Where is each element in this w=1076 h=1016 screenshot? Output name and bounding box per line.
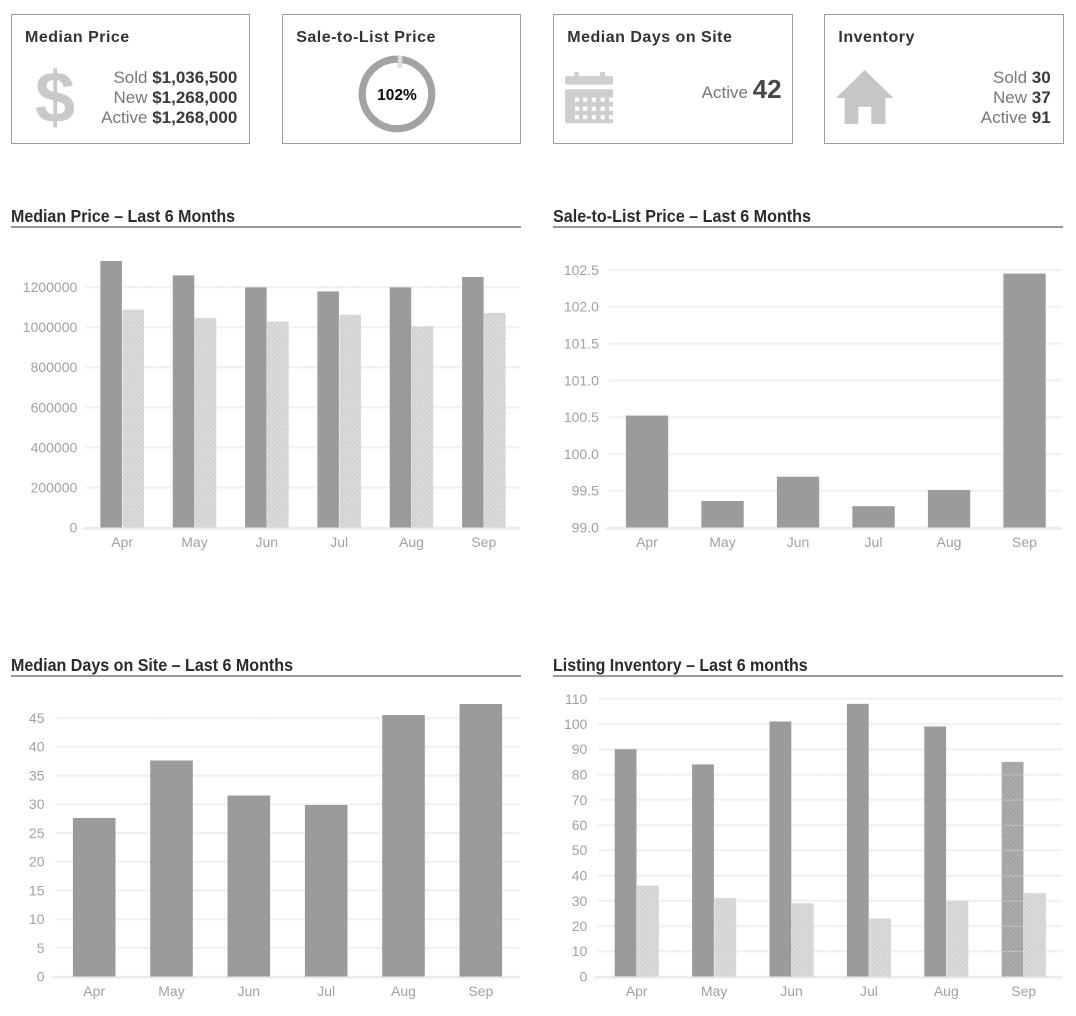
svg-text:400000: 400000 — [31, 439, 78, 455]
svg-text:102.5: 102.5 — [564, 262, 599, 278]
svg-text:May: May — [181, 534, 207, 550]
svg-text:Apr: Apr — [111, 534, 133, 550]
svg-text:1000000: 1000000 — [23, 319, 78, 335]
svg-text:100.5: 100.5 — [564, 409, 599, 425]
svg-text:10: 10 — [29, 911, 45, 927]
svg-text:Apr: Apr — [83, 983, 105, 999]
svg-text:45: 45 — [29, 710, 45, 726]
svg-text:200000: 200000 — [31, 479, 78, 495]
svg-text:10: 10 — [572, 943, 588, 959]
svg-text:Jul: Jul — [317, 983, 335, 999]
svg-text:80: 80 — [572, 767, 588, 783]
svg-text:102.0: 102.0 — [564, 299, 599, 315]
svg-text:800000: 800000 — [31, 359, 78, 375]
svg-text:May: May — [701, 983, 727, 999]
svg-text:20: 20 — [572, 918, 588, 934]
svg-text:May: May — [158, 983, 184, 999]
svg-text:5: 5 — [37, 940, 45, 956]
svg-text:Sep: Sep — [471, 534, 496, 550]
svg-text:102%: 102% — [377, 87, 417, 104]
svg-text:Jun: Jun — [238, 983, 261, 999]
svg-text:Apr: Apr — [636, 534, 658, 550]
svg-text:Jun: Jun — [780, 983, 803, 999]
svg-text:0: 0 — [70, 520, 78, 536]
svg-text:Jun: Jun — [787, 534, 810, 550]
svg-text:0: 0 — [580, 969, 588, 985]
svg-text:60: 60 — [572, 817, 588, 833]
svg-text:40: 40 — [572, 868, 588, 884]
svg-text:30: 30 — [29, 796, 45, 812]
svg-text:Jul: Jul — [865, 534, 883, 550]
svg-text:20: 20 — [29, 854, 45, 870]
svg-text:99.5: 99.5 — [572, 483, 599, 499]
svg-text:Jun: Jun — [256, 534, 279, 550]
svg-text:Aug: Aug — [391, 983, 416, 999]
svg-text:Aug: Aug — [399, 534, 424, 550]
svg-text:Apr: Apr — [626, 983, 648, 999]
svg-text:1200000: 1200000 — [23, 279, 78, 295]
svg-text:90: 90 — [572, 741, 588, 757]
svg-text:Jul: Jul — [330, 534, 348, 550]
svg-text:40: 40 — [29, 739, 45, 755]
svg-text:May: May — [709, 534, 735, 550]
svg-text:Aug: Aug — [937, 534, 962, 550]
svg-text:100.0: 100.0 — [564, 446, 599, 462]
svg-text:35: 35 — [29, 768, 45, 784]
svg-text:101.5: 101.5 — [564, 336, 599, 352]
svg-text:100: 100 — [564, 716, 588, 732]
svg-text:Aug: Aug — [934, 983, 959, 999]
svg-text:110: 110 — [565, 691, 588, 707]
svg-text:70: 70 — [572, 792, 588, 808]
svg-text:600000: 600000 — [31, 399, 78, 415]
svg-text:30: 30 — [572, 893, 588, 909]
svg-text:101.0: 101.0 — [564, 372, 599, 388]
svg-text:0: 0 — [37, 969, 45, 985]
svg-text:Jul: Jul — [860, 983, 878, 999]
svg-text:Sep: Sep — [468, 983, 493, 999]
svg-text:15: 15 — [29, 882, 45, 898]
svg-text:25: 25 — [29, 825, 45, 841]
svg-text:99.0: 99.0 — [572, 520, 599, 536]
svg-text:Sep: Sep — [1011, 983, 1036, 999]
svg-text:Sep: Sep — [1012, 534, 1037, 550]
svg-text:50: 50 — [572, 842, 588, 858]
